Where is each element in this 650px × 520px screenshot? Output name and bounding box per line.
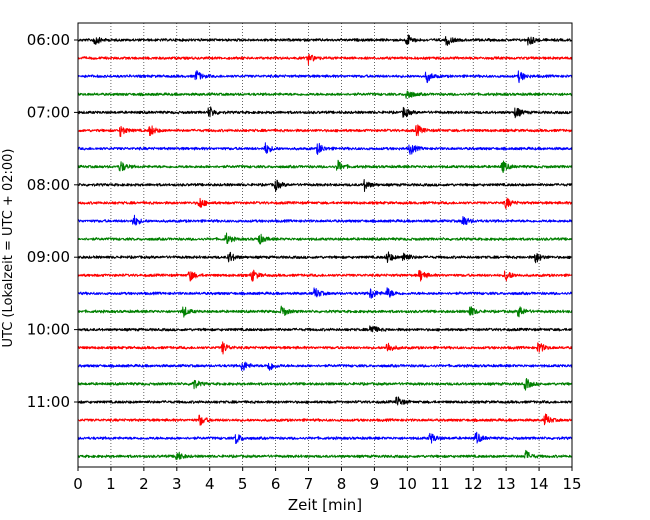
plot-frame bbox=[77, 22, 573, 468]
x-tick-label: 15 bbox=[562, 475, 581, 493]
x-tick-label: 3 bbox=[172, 475, 182, 493]
seismic-traces bbox=[77, 34, 573, 460]
grid-lines bbox=[110, 23, 540, 467]
x-tick-label: 14 bbox=[530, 475, 549, 493]
seismic-trace bbox=[77, 361, 573, 371]
y-tick-label: 07:00 bbox=[27, 103, 70, 121]
seismic-trace bbox=[77, 305, 573, 318]
seismic-trace bbox=[77, 70, 573, 84]
seismic-trace bbox=[77, 269, 573, 282]
seismic-trace bbox=[77, 159, 573, 173]
x-axis-label: Zeit [min] bbox=[288, 496, 362, 514]
x-tick-label: 5 bbox=[238, 475, 248, 493]
x-tick-label: 12 bbox=[464, 475, 483, 493]
x-tick-label: 7 bbox=[304, 475, 314, 493]
seismic-trace bbox=[77, 413, 573, 426]
x-tick-label: 8 bbox=[337, 475, 347, 493]
seismic-trace bbox=[77, 124, 573, 138]
seismic-trace bbox=[77, 287, 573, 299]
x-tick-label: 6 bbox=[271, 475, 281, 493]
seismic-trace bbox=[77, 232, 573, 245]
seismic-trace bbox=[77, 377, 573, 391]
x-axis-ticks: 0 1 2 3 4 5 6 7 8 9 10 11 12 13 14 15 bbox=[73, 467, 582, 493]
seismic-trace bbox=[77, 142, 573, 155]
x-tick-label: 2 bbox=[139, 475, 149, 493]
seismic-trace bbox=[77, 34, 573, 46]
x-tick-label: 1 bbox=[106, 475, 116, 493]
x-tick-label: 13 bbox=[497, 475, 516, 493]
seismic-trace bbox=[77, 431, 573, 445]
y-tick-label: 09:00 bbox=[27, 248, 70, 266]
seismic-trace bbox=[77, 396, 573, 406]
seismic-trace bbox=[77, 325, 573, 333]
x-tick-label: 4 bbox=[205, 475, 215, 493]
seismic-trace bbox=[77, 90, 573, 99]
seismic-trace bbox=[77, 341, 573, 355]
y-tick-label: 06:00 bbox=[27, 31, 70, 49]
x-tick-label: 0 bbox=[73, 475, 83, 493]
y-tick-label: 10:00 bbox=[27, 321, 70, 339]
x-tick-label: 11 bbox=[431, 475, 450, 493]
seismic-trace bbox=[77, 179, 573, 193]
y-axis-label: UTC (Lokalzeit = UTC + 02:00) bbox=[1, 149, 16, 348]
y-tick-label: 11:00 bbox=[27, 393, 70, 411]
seismic-trace bbox=[77, 106, 573, 119]
seismic-trace bbox=[77, 214, 573, 226]
seismic-trace bbox=[77, 53, 573, 66]
x-tick-label: 9 bbox=[370, 475, 380, 493]
seismic-trace bbox=[77, 251, 573, 264]
seismic-trace bbox=[77, 449, 573, 460]
y-tick-label: 08:00 bbox=[27, 176, 70, 194]
x-tick-label: 10 bbox=[398, 475, 417, 493]
seismic-trace bbox=[77, 197, 573, 209]
y-axis-ticks: 06:00 07:00 08:00 09:00 10:00 11:00 bbox=[27, 31, 78, 411]
